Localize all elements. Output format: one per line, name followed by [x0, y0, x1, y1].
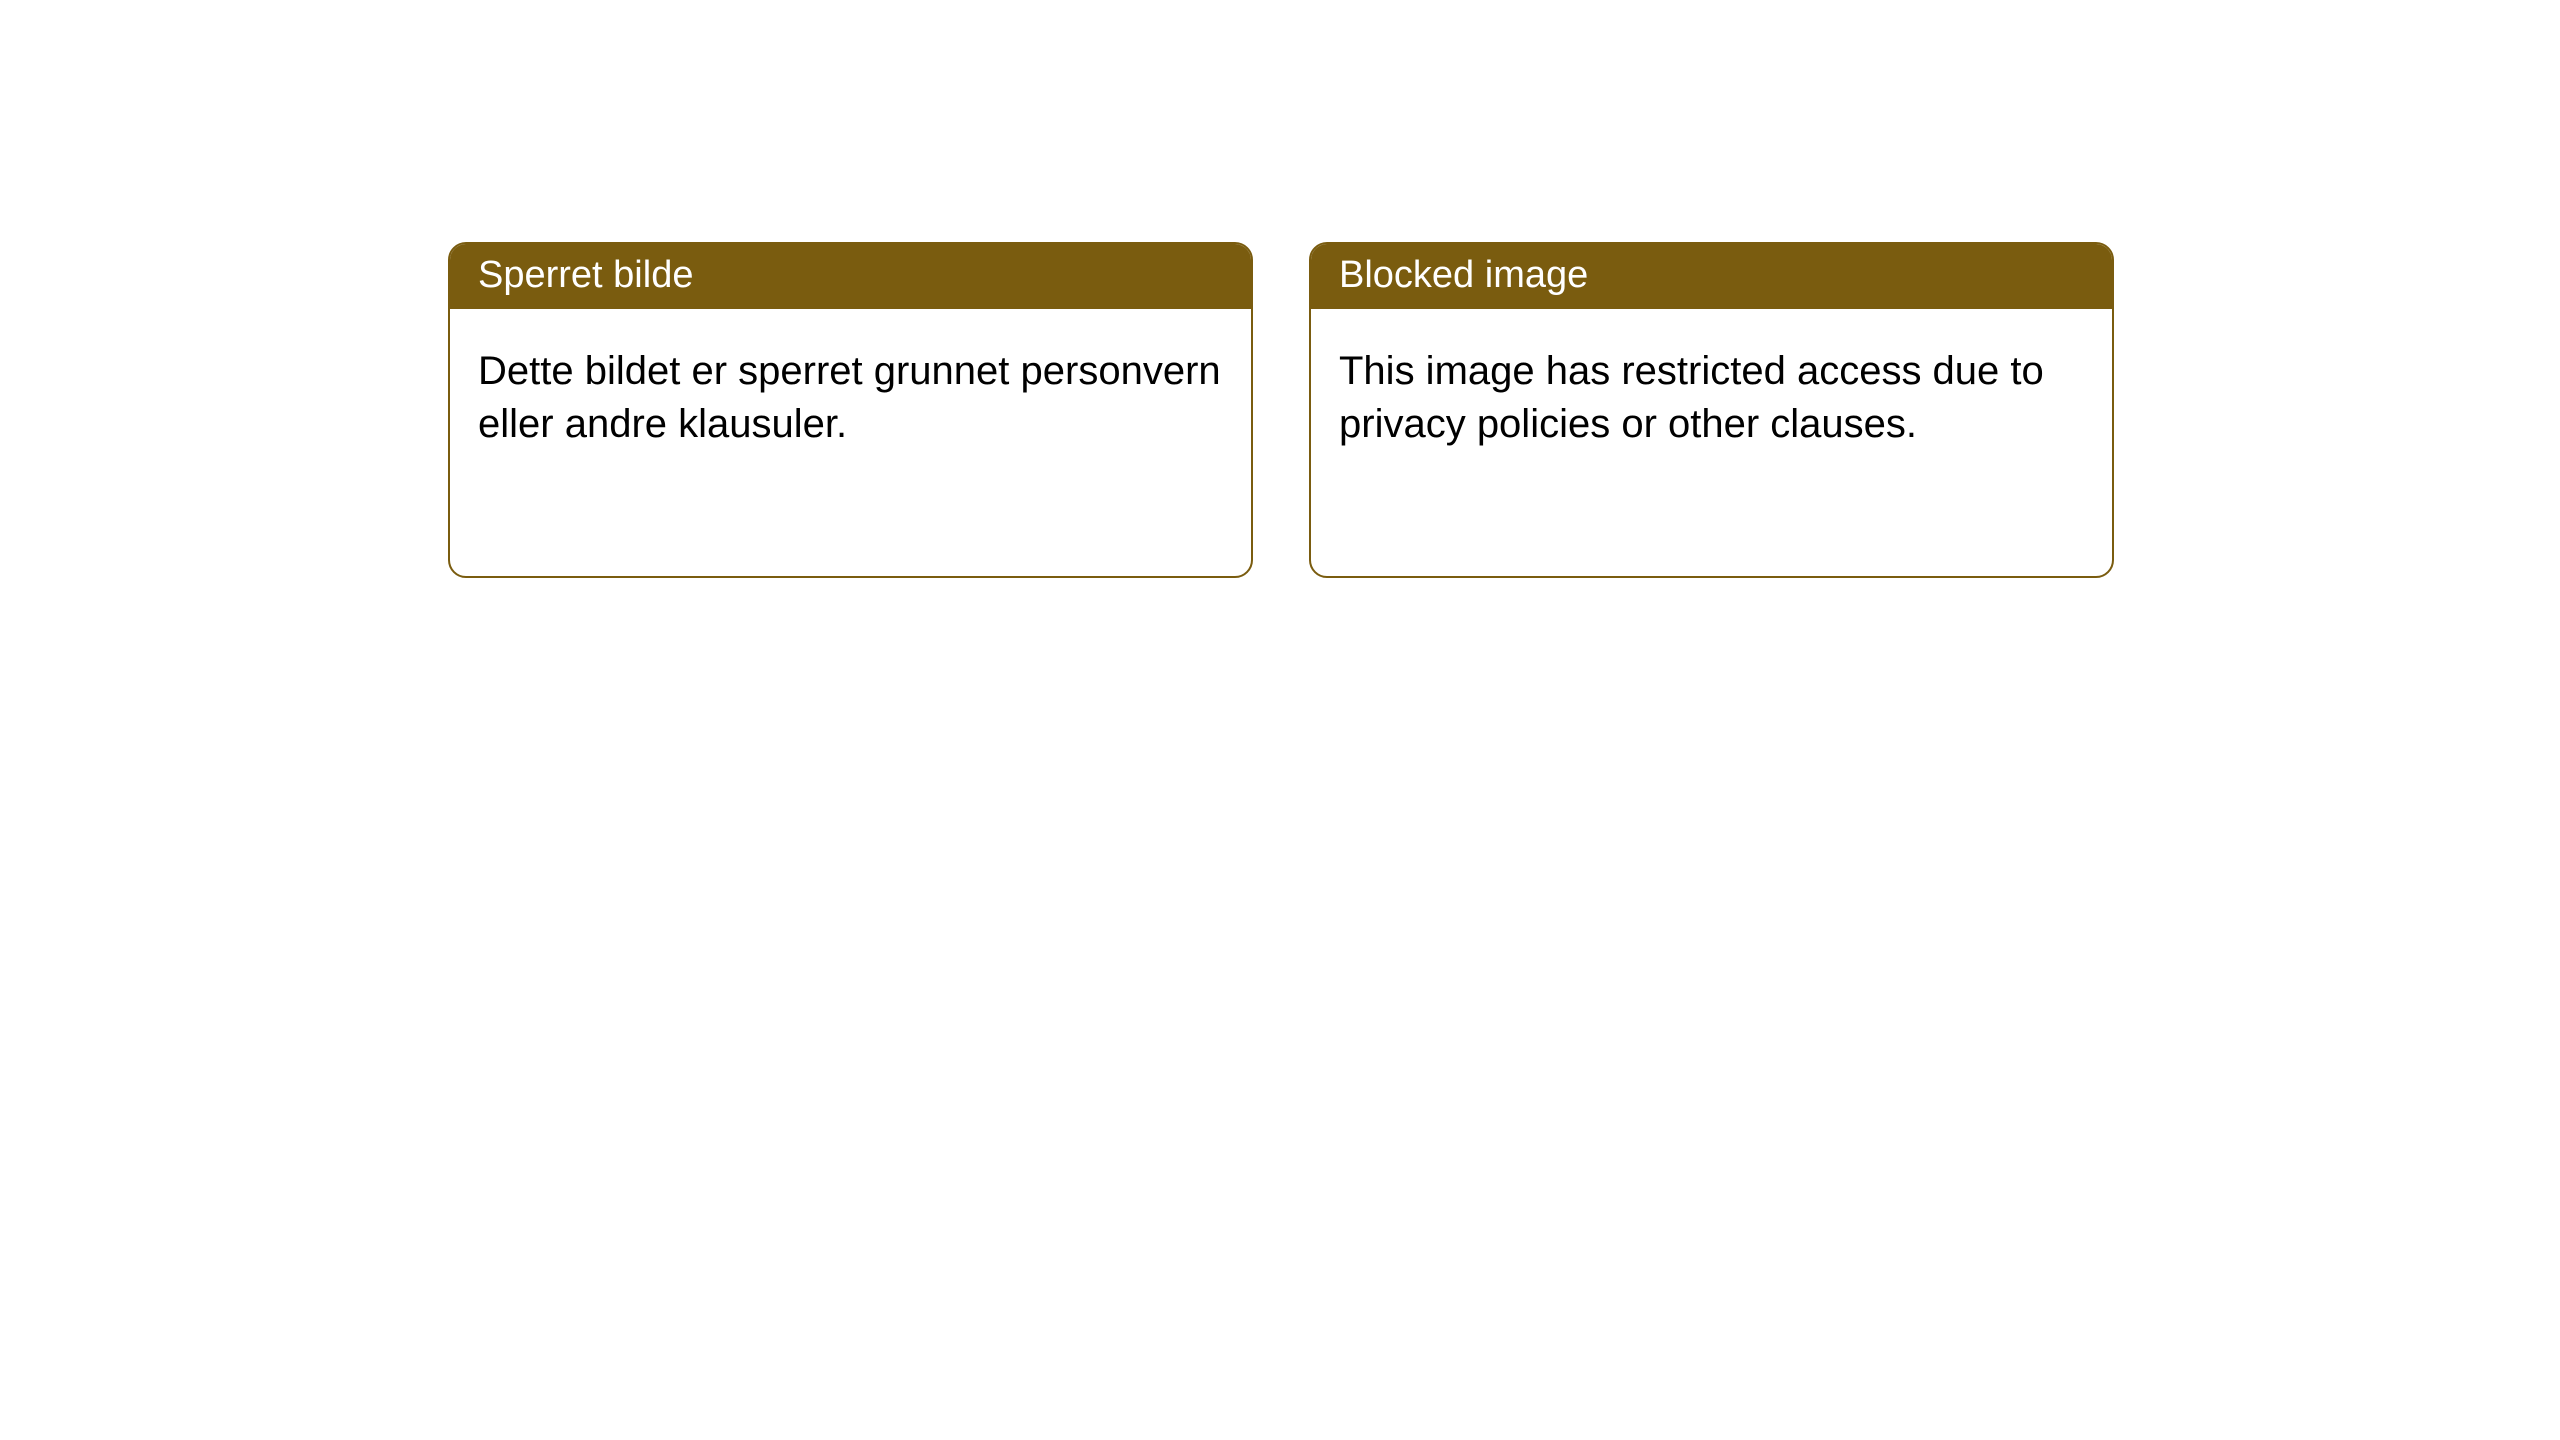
- card-header-english: Blocked image: [1311, 244, 2112, 309]
- card-body-english: This image has restricted access due to …: [1311, 309, 2112, 479]
- card-message: Dette bildet er sperret grunnet personve…: [478, 349, 1221, 446]
- notice-container: Sperret bilde Dette bildet er sperret gr…: [448, 242, 2114, 578]
- card-message: This image has restricted access due to …: [1339, 349, 2044, 446]
- blocked-image-card-english: Blocked image This image has restricted …: [1309, 242, 2114, 578]
- blocked-image-card-norwegian: Sperret bilde Dette bildet er sperret gr…: [448, 242, 1253, 578]
- card-title: Sperret bilde: [478, 254, 693, 296]
- card-title: Blocked image: [1339, 254, 1588, 296]
- card-header-norwegian: Sperret bilde: [450, 244, 1251, 309]
- card-body-norwegian: Dette bildet er sperret grunnet personve…: [450, 309, 1251, 479]
